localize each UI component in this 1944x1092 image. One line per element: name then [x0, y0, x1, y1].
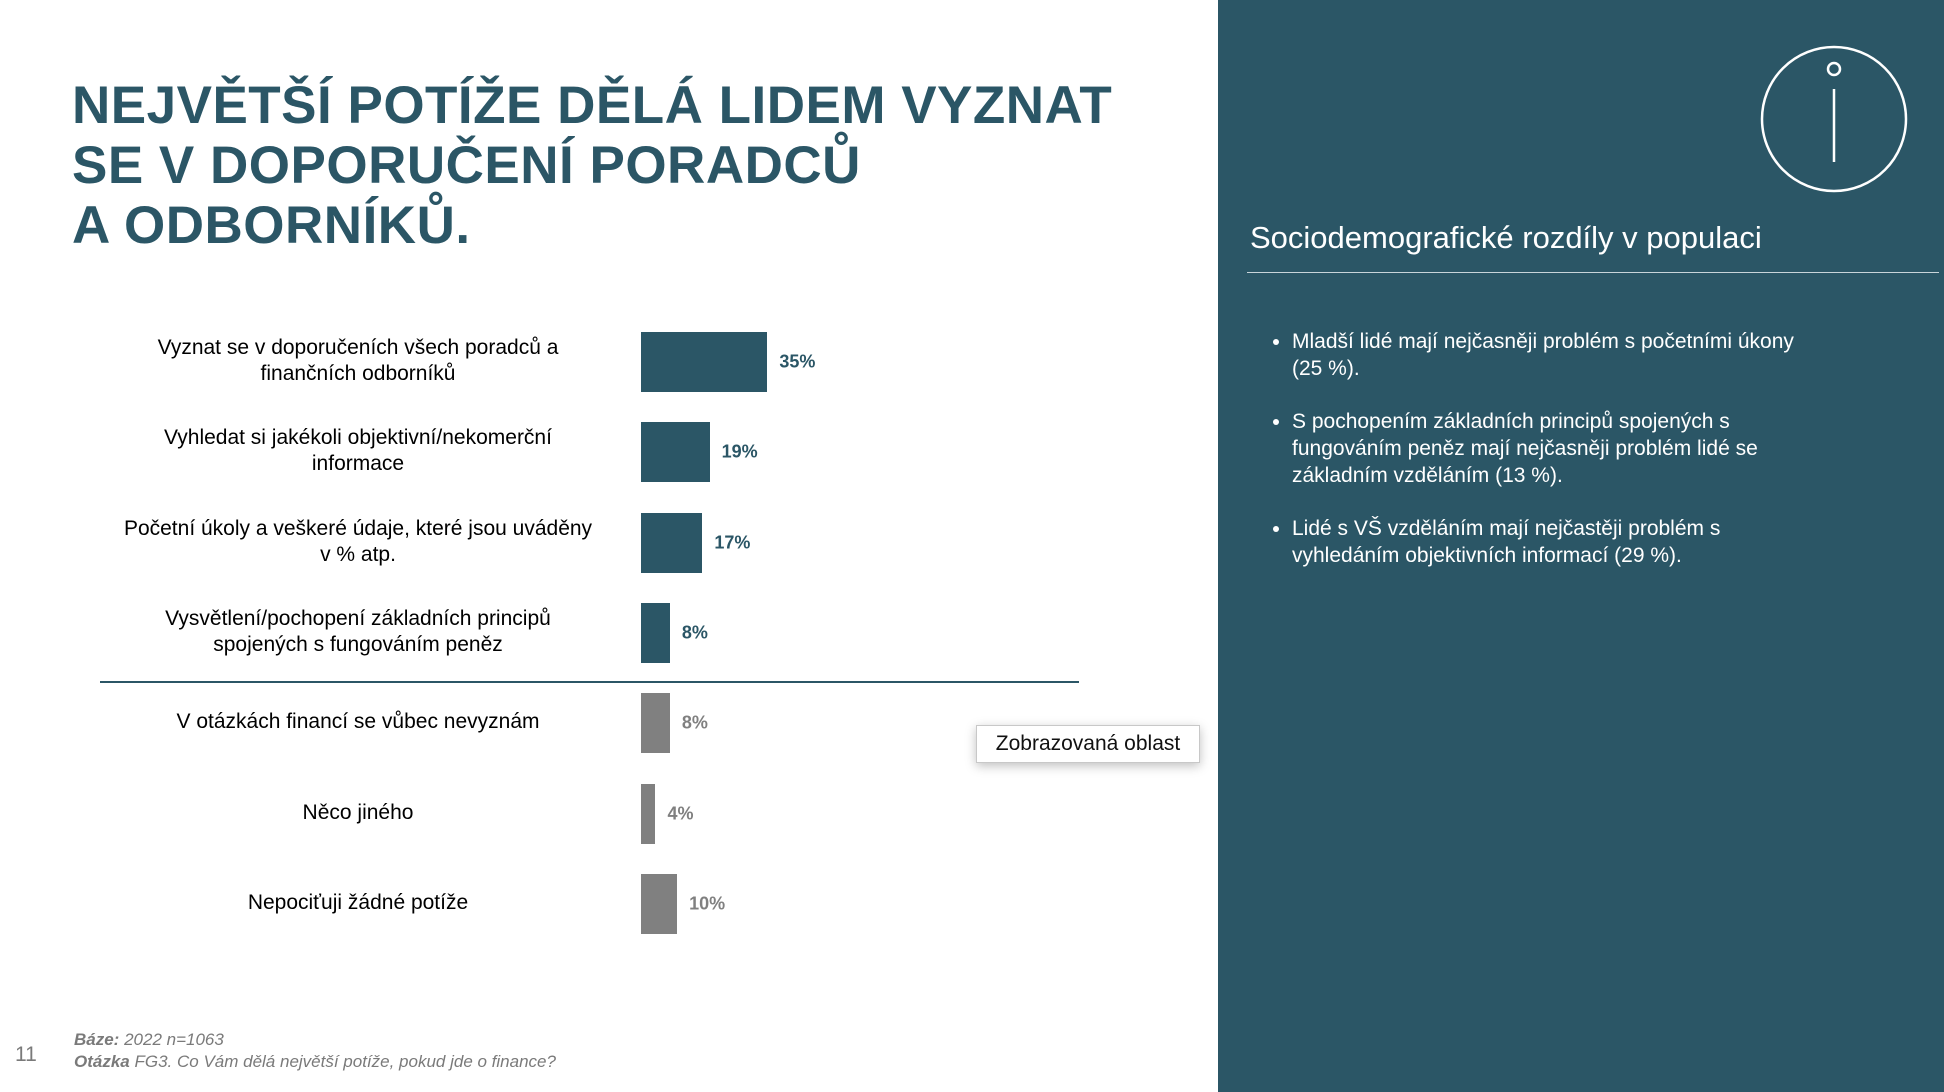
divider [100, 681, 1079, 683]
value-label: 8% [681, 622, 708, 643]
category-label: Vysvětlení/pochopení základních principů… [165, 606, 551, 656]
side-panel [1218, 0, 1944, 1092]
info-icon [1760, 45, 1908, 193]
page-number: 11 [15, 1043, 37, 1066]
bar [641, 693, 670, 754]
bar [641, 422, 710, 483]
category-label: V otázkách financí se vůbec nevyznám [176, 710, 540, 734]
bar [641, 873, 678, 934]
category-label: Něco jiného [302, 800, 414, 824]
bullet: S pochopením základních principů spojený… [1292, 408, 1932, 489]
footer-question: Otázka FG3. Co Vám dělá největší potíže,… [74, 1052, 556, 1072]
bar [641, 332, 768, 392]
tooltip: Zobrazovaná oblast [976, 725, 1200, 763]
bar-chart: Vyznat se v doporučeních všech poradců a… [123, 332, 816, 934]
bullet: Mladší lidé mají nejčasněji problém s po… [1292, 328, 1932, 382]
category-label: Nepociťuji žádné potíže [247, 890, 469, 914]
value-label: 10% [689, 893, 726, 914]
slide-title: NEJVĚTŠÍ POTÍŽE DĚLÁ LIDEM VYZNAT SE V D… [72, 76, 1113, 255]
footer-base: Báze: 2022 n=1063 [74, 1030, 224, 1050]
bar [641, 602, 670, 663]
category-label: Vyznat se v doporučeních všech poradců a… [157, 336, 559, 385]
panel-heading: Sociodemografické rozdíly v populaci [1250, 220, 1762, 255]
value-label: 19% [721, 441, 758, 462]
panel-bullets: Mladší lidé mají nejčasněji problém s po… [1262, 328, 1932, 595]
footer-label: Báze: [74, 1030, 120, 1049]
value-label: 4% [667, 803, 694, 823]
category-label: Početní úkoly a veškeré údaje, které jso… [123, 516, 593, 566]
value-label: 8% [681, 712, 708, 733]
category-label: Vyhledat si jakékoli objektivní/nekomerč… [164, 426, 552, 476]
bar [641, 512, 703, 573]
bar [641, 783, 656, 844]
footer-text: FG3. Co Vám dělá největší potíže, pokud … [134, 1052, 556, 1071]
footer-text: 2022 n=1063 [124, 1030, 224, 1049]
footer-label: Otázka [74, 1052, 130, 1071]
value-label: 35% [779, 351, 816, 372]
panel-rule [1247, 272, 1939, 273]
value-label: 17% [714, 532, 751, 553]
bullet: Lidé s VŠ vzděláním mají nejčastěji prob… [1292, 515, 1932, 569]
